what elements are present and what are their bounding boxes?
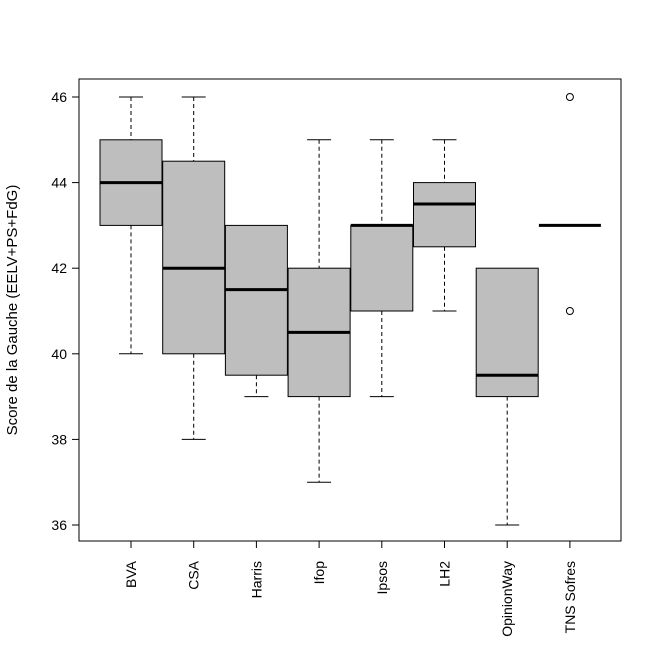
box-opinionway [475, 267, 539, 526]
box-series [99, 93, 601, 526]
box-body [350, 224, 414, 312]
outlier-point [565, 307, 574, 315]
box-tns-sofres [538, 93, 601, 315]
outlier-point [565, 93, 574, 101]
x-axis: BVA CSA Harris Ifop Ipsos LH2 OpinionWay TNS So… [123, 540, 578, 637]
y-tick-label: 40 [51, 346, 67, 362]
x-tick-label: TNS Sofres [562, 561, 578, 633]
x-tick-label: BVA [123, 560, 139, 588]
x-tick-label: Ipsos [374, 561, 390, 594]
y-axis-label: Score de la Gauche (EELV+PS+FdG) [4, 185, 21, 436]
box-body [224, 224, 288, 376]
x-tick-label: CSA [186, 560, 202, 589]
box-lh2 [413, 139, 476, 312]
y-tick-label: 42 [51, 260, 67, 276]
box-bva [99, 96, 163, 355]
box-csa [162, 96, 226, 440]
box-body [413, 182, 476, 248]
box-harris [224, 224, 288, 398]
box-body [162, 160, 226, 355]
y-tick-label: 44 [51, 175, 67, 191]
y-tick-label: 46 [51, 89, 67, 105]
box-ipsos [350, 139, 414, 398]
x-tick-label: Ifop [311, 561, 327, 585]
x-tick-label: Harris [248, 561, 264, 598]
y-axis: 36 38 40 42 44 46 [51, 89, 80, 533]
x-tick-label: LH2 [437, 561, 453, 587]
y-tick-label: 38 [51, 431, 67, 447]
box-body [475, 267, 539, 398]
x-tick-label: OpinionWay [499, 561, 515, 637]
box-ifop [287, 139, 351, 483]
y-tick-label: 36 [51, 517, 67, 533]
